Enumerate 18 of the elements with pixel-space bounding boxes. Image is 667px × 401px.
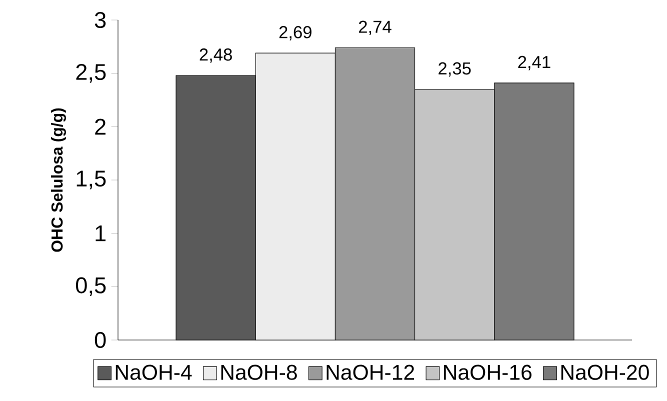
y-tick-label: 1 (96, 226, 106, 242)
y-tick-label: 0,5 (76, 277, 106, 296)
legend-label: NaOH-12 (326, 364, 414, 380)
data-label: 2,48 (200, 48, 232, 63)
legend-label: NaOH-8 (221, 364, 297, 380)
y-tick-label: 2,5 (76, 64, 106, 83)
y-tick-label: 3 (94, 12, 106, 28)
data-label: 2,74 (359, 20, 392, 36)
data-label: 2,35 (438, 62, 471, 77)
data-label: 2,69 (279, 26, 312, 40)
y-tick-label: 2 (95, 118, 106, 135)
legend-label: NaOH-4 (116, 364, 192, 380)
legend-label: NaOH-16 (444, 364, 532, 380)
y-tick-label: 0 (94, 332, 106, 348)
data-label: 2,41 (518, 56, 550, 70)
y-axis-title: OHC Selulosa (g/g) (50, 108, 66, 252)
y-tick-label: 1,5 (76, 170, 106, 190)
legend-label: NaOH-20 (561, 364, 649, 380)
